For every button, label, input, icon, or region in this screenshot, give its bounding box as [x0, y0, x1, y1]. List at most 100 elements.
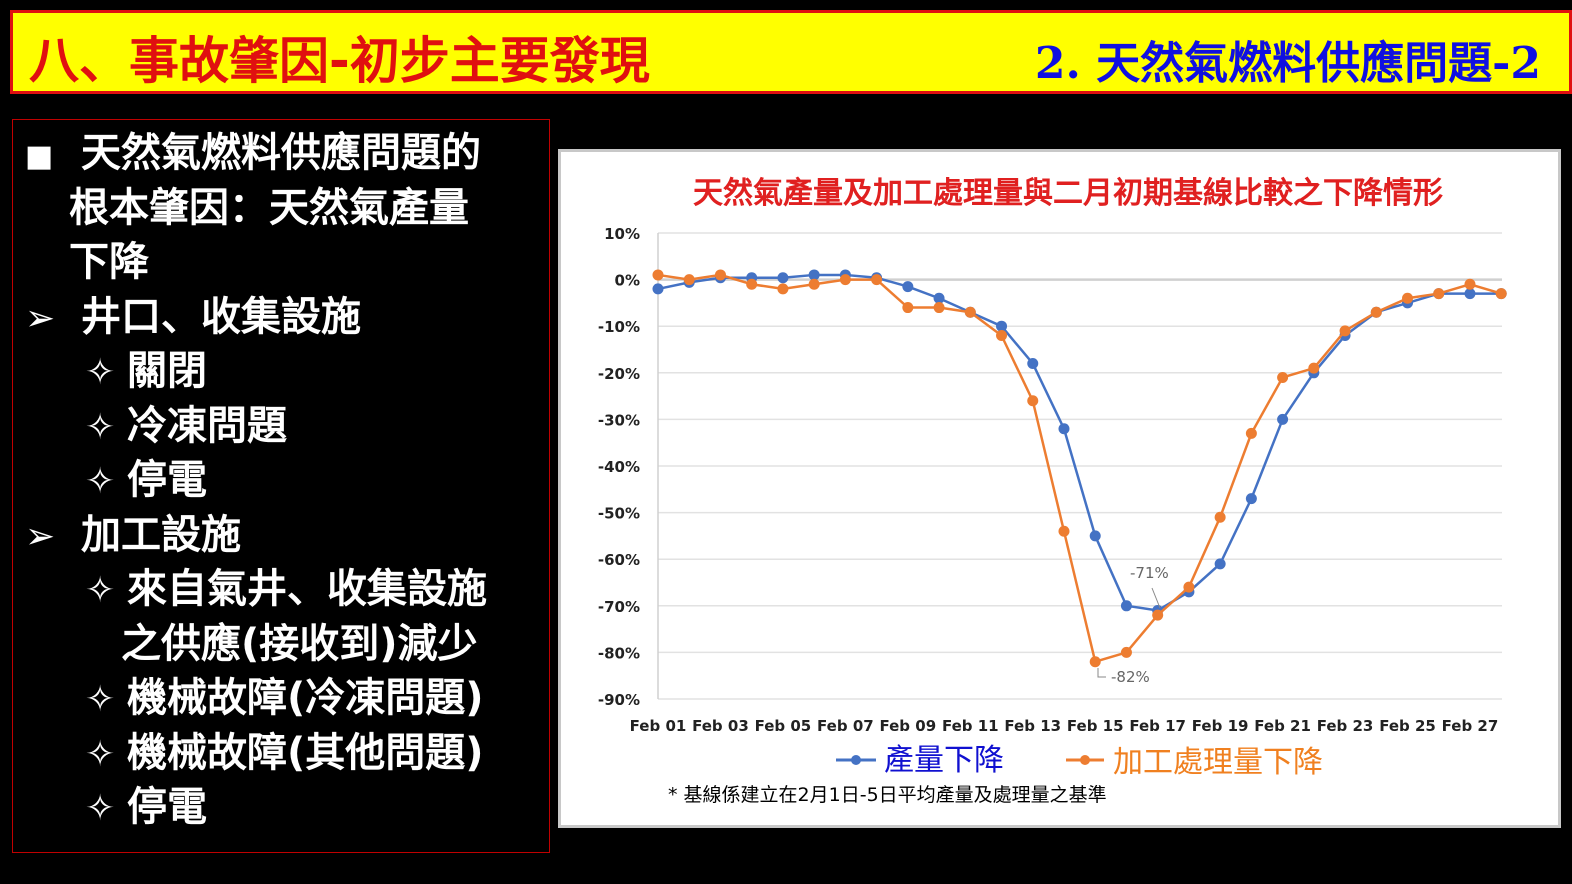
data-point — [777, 272, 789, 284]
data-point — [1464, 288, 1476, 300]
bullet-line: 根本肇因：天然氣產量 — [69, 181, 469, 235]
data-point — [1152, 609, 1164, 621]
data-point — [839, 274, 851, 286]
data-point — [933, 292, 945, 304]
y-tick-label: -90% — [598, 691, 640, 709]
legend-marker-production — [851, 755, 861, 765]
data-point — [1277, 413, 1289, 425]
slide-header: 八、事故肇因-初步主要發現 2. 天然氣燃料供應問題-2 — [10, 10, 1572, 94]
x-tick-label: Feb 01 — [630, 717, 687, 735]
x-tick-label: Feb 17 — [1129, 717, 1186, 735]
x-tick-label: Feb 25 — [1379, 717, 1436, 735]
bullet-icon: ➢ — [25, 515, 56, 557]
bullet-text: 機械故障(其他問題) — [127, 729, 484, 776]
bullet-icon: ✧ — [85, 406, 116, 448]
annotation-leader — [1151, 587, 1161, 609]
x-tick-label: Feb 03 — [692, 717, 749, 735]
bullet-text: 井口、收集設施 — [81, 293, 361, 340]
data-point — [1089, 530, 1101, 542]
legend-label-production: 產量下降 — [884, 743, 1004, 778]
bullet-text: 關閉 — [127, 348, 207, 394]
bullet-icon: ✧ — [85, 733, 116, 775]
series-line — [657, 273, 1502, 612]
y-tick-label: -30% — [598, 411, 640, 429]
data-point — [964, 306, 976, 318]
data-point — [1339, 325, 1351, 337]
data-point — [777, 283, 789, 295]
data-point — [746, 278, 758, 290]
bullet-line: ➢ 井口、收集設施 — [25, 290, 361, 346]
y-tick-label: 10% — [604, 225, 640, 243]
y-tick-label: -50% — [598, 505, 640, 523]
legend-label-processing: 加工處理量下降 — [1113, 745, 1323, 780]
data-point — [1214, 558, 1226, 570]
bullet-icon: ✧ — [85, 788, 116, 829]
y-tick-label: -70% — [598, 598, 640, 616]
data-point — [1214, 511, 1226, 523]
slide-title: 八、事故肇因-初步主要發現 — [29, 32, 650, 90]
y-tick-label: -60% — [598, 551, 640, 569]
data-point — [871, 274, 883, 286]
data-point — [1058, 423, 1070, 435]
bullet-text: 停電 — [127, 784, 207, 830]
bullet-text: 天然氣燃料供應問題的 — [81, 130, 481, 176]
series-line — [657, 273, 1502, 664]
bullet-line: ✧ 關閉 — [85, 344, 207, 400]
annotation-label: -82% — [1111, 668, 1150, 686]
bullet-text: 之供應(接收到)減少 — [121, 620, 478, 667]
data-point — [996, 320, 1008, 332]
bullet-line: ✧ 冷凍問題 — [85, 399, 287, 455]
bullet-line: ✧ 停電 — [85, 453, 207, 509]
x-tick-label: Feb 07 — [817, 717, 874, 735]
bullet-icon: ✧ — [85, 570, 116, 611]
findings-panel: ■ 天然氣燃料供應問題的 根本肇因：天然氣產量 下降 ➢ 井口、收集設施 ✧ 關閉 ✧ 冷凍問題 ✧… — [12, 119, 550, 853]
bullet-text: 機械故障(冷凍問題) — [127, 675, 484, 721]
data-point — [1058, 525, 1070, 537]
bullet-text: 根本肇因：天然氣產量 — [69, 184, 469, 231]
bullet-icon: ✧ — [85, 461, 116, 502]
bullet-line: ✧ 停電 — [85, 780, 207, 836]
legend-marker-processing — [1080, 755, 1090, 765]
bullet-icon: ➢ — [25, 297, 56, 339]
data-point — [714, 269, 726, 281]
data-point — [1308, 362, 1320, 374]
y-tick-label: -40% — [598, 458, 640, 476]
chart-frame — [558, 149, 1561, 828]
data-point — [1120, 600, 1132, 612]
data-point — [902, 302, 914, 314]
data-point — [1027, 357, 1039, 369]
data-point — [996, 330, 1008, 342]
data-point — [1495, 288, 1507, 300]
data-point — [1245, 493, 1257, 505]
bullet-line: ■ 天然氣燃料供應問題的 — [25, 126, 481, 184]
bullet-line: ✧ 機械故障(其他問題) — [85, 726, 484, 782]
y-tick-label: 0% — [615, 272, 640, 290]
bullet-line: 之供應(接收到)減少 — [121, 617, 478, 671]
data-point — [933, 302, 945, 314]
bullet-icon: ✧ — [85, 679, 116, 720]
x-tick-label: Feb 09 — [880, 717, 937, 735]
bullet-text: 停電 — [127, 457, 207, 503]
bullet-text: 冷凍問題 — [127, 402, 287, 449]
x-tick-label: Feb 11 — [942, 717, 999, 735]
data-point — [1433, 288, 1445, 300]
chart-title: 天然氣產量及加工處理量與二月初期基線比較之下降情形 — [693, 176, 1443, 211]
x-tick-label: Feb 19 — [1192, 717, 1249, 735]
bullet-line: ✧ 機械故障(冷凍問題) — [85, 671, 484, 727]
x-tick-label: Feb 13 — [1004, 717, 1061, 735]
y-tick-label: -80% — [598, 644, 640, 662]
data-point — [1183, 581, 1195, 593]
bullet-text: 加工設施 — [81, 511, 241, 558]
bullet-line: ✧ 來自氣井、收集設施 — [85, 562, 487, 618]
data-point — [1464, 278, 1476, 290]
y-tick-label: -10% — [598, 318, 640, 336]
bullet-line: ➢ 加工設施 — [25, 508, 241, 564]
data-point — [1245, 427, 1257, 439]
data-point — [683, 274, 695, 286]
data-point — [1370, 306, 1382, 318]
bullet-text: 下降 — [69, 239, 149, 285]
data-point — [1402, 292, 1414, 304]
x-tick-label: Feb 21 — [1254, 717, 1311, 735]
x-tick-label: Feb 05 — [755, 717, 812, 735]
